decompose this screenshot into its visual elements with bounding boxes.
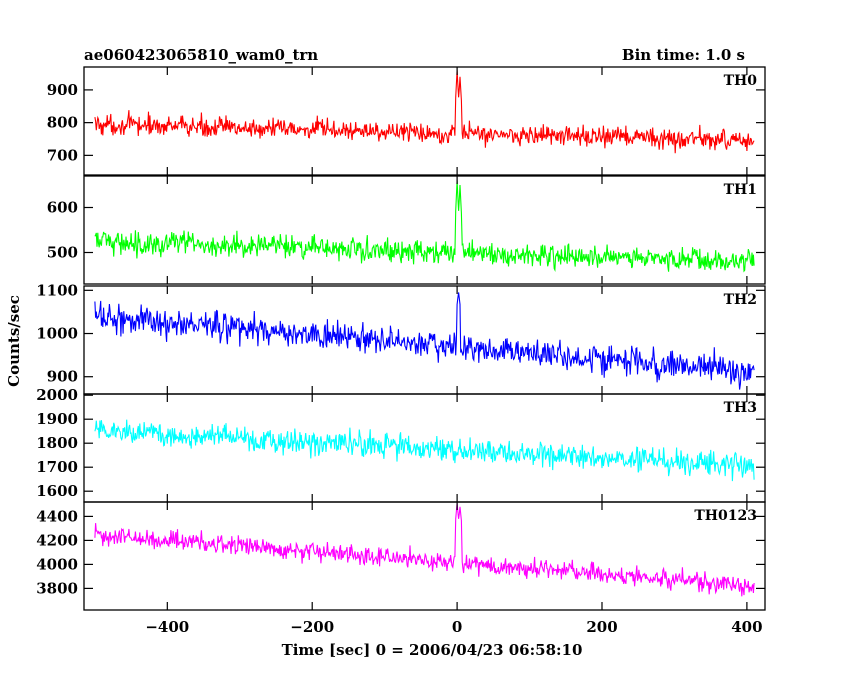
- panel-label-th0123: TH0123: [694, 508, 757, 524]
- series-th1: [94, 180, 755, 273]
- y-tick-label-th3-1800: 1800: [36, 434, 78, 452]
- y-tick-label-th0-800: 800: [47, 114, 78, 132]
- y-tick-label-th2-1100: 1100: [36, 281, 78, 299]
- y-tick-label-th0123-4200: 4200: [36, 531, 78, 549]
- y-tick-label-th3-1700: 1700: [36, 458, 78, 476]
- x-axis-label: Time [sec] 0 = 2006/04/23 06:58:10: [282, 641, 583, 659]
- series-th2: [94, 292, 755, 390]
- y-tick-label-th2-900: 900: [47, 368, 78, 386]
- y-axis-label: Counts/sec: [5, 295, 23, 387]
- panel-th0123: 3800 4000 4200 4400 TH0123: [36, 501, 766, 611]
- panel-th3: 1600 1700 1800 1900 2000 TH3: [36, 386, 766, 503]
- y-tick-label-th3-2000: 2000: [36, 386, 78, 404]
- y-tick-label-th3-1900: 1900: [36, 410, 78, 428]
- panel-label-th3: TH3: [724, 400, 757, 416]
- x-tick-label--200: −200: [290, 618, 334, 636]
- panel-frame-th0: [83, 66, 766, 176]
- chart-title: ae060423065810_wam0_trn: [84, 46, 318, 64]
- x-tick-label-0: 0: [452, 618, 462, 636]
- panel-th0: 700 800 900 TH0: [47, 66, 766, 176]
- panel-frame-th1: [83, 175, 766, 285]
- panel-label-th0: TH0: [724, 73, 758, 89]
- x-tick-label--400: −400: [145, 618, 189, 636]
- bin-time-label: Bin time: 1.0 s: [622, 46, 745, 64]
- panel-th2: 900 1000 1100 TH2: [36, 281, 766, 395]
- y-tick-label-th0-900: 900: [47, 81, 78, 99]
- y-tick-label-th0-700: 700: [47, 146, 78, 164]
- y-tick-label-th0123-4400: 4400: [36, 507, 78, 525]
- series-th0123: [94, 503, 755, 597]
- y-tick-label-th0123-4000: 4000: [36, 555, 78, 573]
- panel-th1: 500 600 TH1: [47, 175, 766, 285]
- y-tick-label-th2-1000: 1000: [36, 325, 78, 343]
- y-tick-label-th1-600: 600: [47, 199, 78, 217]
- panel-frame-th3: [83, 393, 766, 503]
- x-tick-label-200: 200: [586, 618, 617, 636]
- panel-frame-th2: [83, 285, 766, 395]
- x-tick-label-400: 400: [731, 618, 762, 636]
- panel-label-th2: TH2: [724, 292, 757, 308]
- y-tick-label-th0123-3800: 3800: [36, 579, 78, 597]
- series-th3: [94, 419, 755, 482]
- panel-label-th1: TH1: [724, 182, 757, 198]
- y-tick-label-th1-500: 500: [47, 244, 78, 262]
- series-th0: [94, 70, 755, 154]
- panel-frame-th0123: [83, 501, 766, 611]
- y-tick-label-th3-1600: 1600: [36, 482, 78, 500]
